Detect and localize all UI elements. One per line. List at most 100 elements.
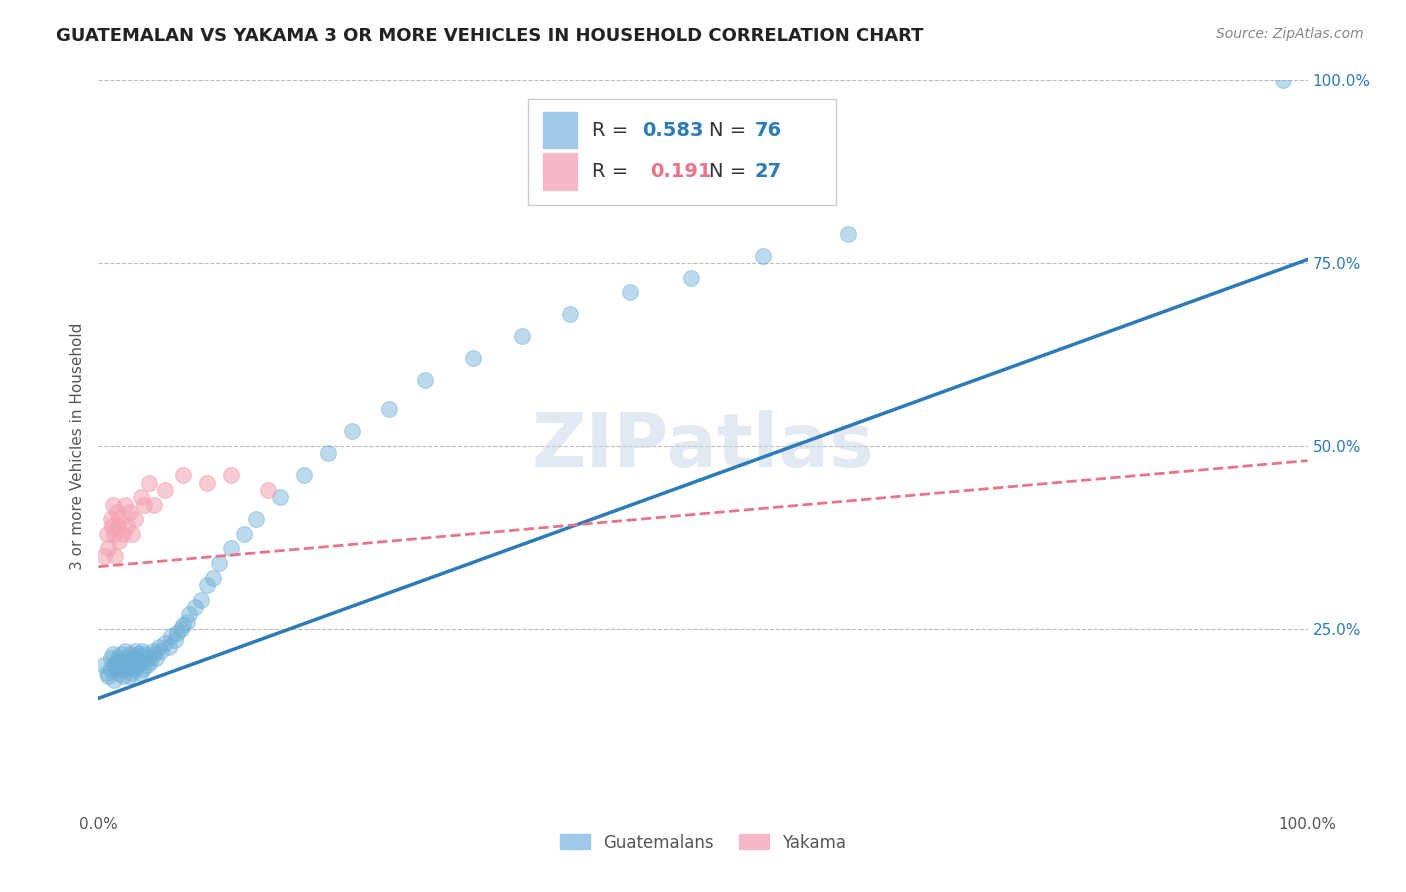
Point [104,549,127,563]
Point [143,648,166,662]
Point [107,651,129,665]
Point [105,662,128,676]
Point [679,270,702,285]
Point [127,648,149,662]
Point [208,556,231,570]
FancyBboxPatch shape [543,112,578,148]
Point [160,629,183,643]
Point [131,644,153,658]
Point [93,549,115,563]
Point [510,329,533,343]
Text: R =: R = [592,162,641,181]
Point [148,640,170,655]
FancyBboxPatch shape [543,153,578,190]
Text: ZIPatlas: ZIPatlas [531,409,875,483]
Point [413,373,436,387]
Text: R =: R = [592,120,634,139]
Point [117,651,139,665]
Point [129,490,152,504]
Point [136,651,159,665]
Point [111,526,134,541]
Point [143,498,166,512]
Point [124,512,146,526]
Point [176,615,198,629]
Point [100,651,122,665]
Point [153,636,176,650]
Point [163,632,186,647]
Point [114,658,136,673]
Point [145,651,167,665]
Text: GUATEMALAN VS YAKAMA 3 OR MORE VEHICLES IN HOUSEHOLD CORRELATION CHART: GUATEMALAN VS YAKAMA 3 OR MORE VEHICLES … [56,27,924,45]
Point [118,505,141,519]
Point [135,658,157,673]
Text: Source: ZipAtlas.com: Source: ZipAtlas.com [1216,27,1364,41]
Point [128,665,150,680]
Legend: Guatemalans, Yakama: Guatemalans, Yakama [553,827,853,858]
Point [121,526,143,541]
Point [118,648,141,662]
Text: 27: 27 [755,162,782,181]
Point [112,655,135,669]
Point [221,468,243,483]
Point [93,658,115,673]
Point [103,673,125,687]
Point [184,599,207,614]
Point [118,658,141,673]
Point [96,526,118,541]
Point [125,651,148,665]
Point [316,446,339,460]
Point [108,658,131,673]
Point [101,648,124,662]
Point [202,571,225,585]
Point [169,622,191,636]
Point [100,519,122,533]
Point [134,648,156,662]
Point [132,662,155,676]
Point [111,669,134,683]
Point [172,468,194,483]
Point [111,662,134,676]
Point [105,505,128,519]
Point [139,655,162,669]
Point [97,541,120,556]
Point [153,483,176,497]
Y-axis label: 3 or more Vehicles in Household: 3 or more Vehicles in Household [69,322,84,570]
Point [121,665,143,680]
Point [619,285,641,300]
Point [114,498,136,512]
Text: 0.191: 0.191 [650,162,711,181]
Point [124,662,146,676]
Point [221,541,243,556]
Point [172,618,194,632]
Point [108,534,131,549]
Point [101,498,124,512]
Point [124,644,146,658]
Point [342,425,364,439]
Point [179,607,201,622]
Point [256,483,278,497]
Point [114,644,136,658]
Point [108,665,131,680]
Point [105,655,128,669]
Point [107,519,129,533]
Point [166,625,188,640]
Point [142,644,165,658]
Text: 76: 76 [755,120,782,139]
Point [752,249,775,263]
Point [134,498,156,512]
Point [190,592,212,607]
Point [103,658,125,673]
Text: N =: N = [709,162,752,181]
Point [120,655,142,669]
FancyBboxPatch shape [527,99,837,204]
Point [117,519,139,533]
Point [292,468,315,483]
Point [127,658,149,673]
Point [100,662,122,676]
Point [96,665,118,680]
Point [558,307,581,321]
Point [108,512,131,526]
Point [195,578,218,592]
Point [122,658,145,673]
Point [1272,73,1295,87]
